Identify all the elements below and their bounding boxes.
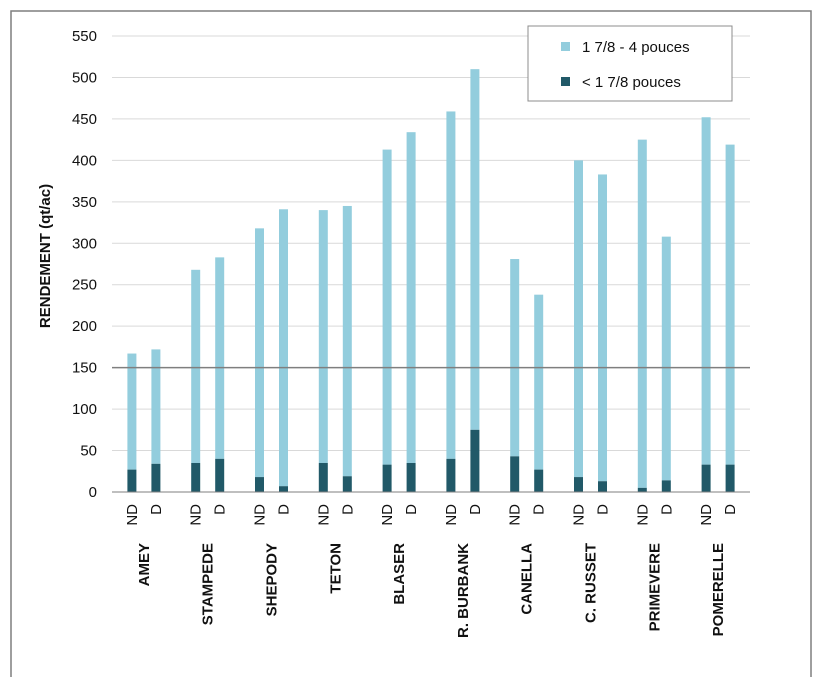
bar-segment-1-7-8-4 [255,228,264,478]
bar-segment-lt-1-7-8 [382,464,392,492]
bar-segment-lt-1-7-8 [534,469,544,492]
bar-segment-1-7-8-4 [470,69,480,430]
y-tick-label: 500 [72,69,97,86]
bar-segment-1-7-8-4 [598,174,607,482]
bar-segment-lt-1-7-8 [446,458,456,492]
bar-segment-lt-1-7-8 [215,458,225,492]
category-label: R. BURBANK [455,543,472,638]
legend-label-light: 1 7/8 - 4 pouces [582,39,690,56]
category-label: SHEPODY [264,543,281,616]
y-tick-label: 150 [72,360,97,377]
bar-sublabel: ND [379,504,396,526]
bar-segment-1-7-8-4 [279,209,288,487]
bar-sublabel: D [212,504,229,515]
category-label: BLASER [391,543,408,605]
bar-segment-1-7-8-4 [701,117,711,465]
bar-segment-lt-1-7-8 [574,477,583,492]
bar-segment-1-7-8-4 [510,259,520,457]
bars [127,69,735,492]
bar-sublabel: D [403,504,420,515]
bar-segment-1-7-8-4 [725,144,735,465]
y-tick-label: 250 [72,277,97,294]
bar-segment-lt-1-7-8 [342,476,352,492]
bar-sublabel: ND [188,504,205,526]
legend: 1 7/8 - 4 pouces < 1 7/8 pouces [527,25,733,102]
bar-segment-lt-1-7-8 [661,480,671,492]
legend-swatch-light [561,42,570,51]
category-label: C. RUSSET [583,543,600,623]
bar-segment-1-7-8-4 [534,294,544,470]
y-tick-label: 50 [80,443,97,460]
bar-segment-lt-1-7-8 [510,456,520,492]
bar-segment-1-7-8-4 [446,111,456,459]
category-label: STAMPEDE [200,543,217,625]
y-tick-label: 550 [72,28,97,45]
bar-sublabel: ND [443,504,460,526]
bar-segment-lt-1-7-8 [470,429,480,492]
y-tick-label: 0 [89,484,97,501]
bar-sublabel: D [339,504,356,515]
bar-segment-1-7-8-4 [151,349,161,464]
y-tick-label: 300 [72,235,97,252]
y-axis-title: RENDEMENT (qt/ac) [37,184,54,328]
bar-segment-1-7-8-4 [127,353,137,470]
bar-segment-1-7-8-4 [637,139,647,488]
category-labels: AMEY STAMPEDE SHEPODY TETON BLASER R. BURBANK… [136,543,727,638]
bar-segment-lt-1-7-8 [127,469,137,492]
bar-segment-lt-1-7-8 [406,462,416,492]
y-tick-label: 200 [72,318,97,335]
bar-segment-1-7-8-4 [661,236,671,481]
bar-sublabel: ND [252,504,269,526]
bar-sublabel: D [658,504,675,515]
bar-segment-lt-1-7-8 [255,477,264,492]
bar-segment-lt-1-7-8 [191,462,201,492]
bar-sublabel: ND [124,504,141,526]
y-tick-label: 100 [72,401,97,418]
category-label: CANELLA [519,543,536,615]
bar-segment-lt-1-7-8 [725,464,735,492]
bar-sublabel: D [276,504,293,515]
bar-sublabel: ND [507,504,524,526]
category-label: TETON [327,543,344,594]
bar-segment-1-7-8-4 [318,210,328,463]
legend-swatch-dark [561,77,570,86]
category-label: PRIMEVERE [646,543,663,631]
legend-box [527,25,733,102]
bar-segment-1-7-8-4 [342,205,352,477]
bar-segment-lt-1-7-8 [318,462,328,492]
bar-segment-1-7-8-4 [215,257,225,459]
bar-sublabel: ND [698,504,715,526]
bar-segment-1-7-8-4 [574,160,583,478]
bar-sublabel: ND [315,504,332,526]
bar-segment-lt-1-7-8 [637,487,647,492]
bar-segment-lt-1-7-8 [598,481,607,492]
y-tick-label: 450 [72,111,97,128]
y-tick-labels: 0 50 100 150 200 250 300 350 400 450 500 550 [72,28,97,501]
bar-segment-1-7-8-4 [191,269,201,463]
category-label: POMERELLE [710,543,727,636]
bar-segment-1-7-8-4 [382,149,392,465]
bar-sublabel: ND [571,504,588,526]
bar-sublabel: D [467,504,484,515]
bar-sublabel: D [148,504,165,515]
bar-sublabel: D [531,504,548,515]
y-tick-label: 400 [72,152,97,169]
bar-segment-lt-1-7-8 [279,486,288,492]
bar-sublabel: D [595,504,612,515]
bar-segment-1-7-8-4 [406,132,416,463]
y-tick-label: 350 [72,194,97,211]
bar-segment-lt-1-7-8 [701,464,711,492]
bar-sublabel: ND [634,504,651,526]
bar-sublabel: D [722,504,739,515]
bar-segment-lt-1-7-8 [151,463,161,492]
legend-label-dark: < 1 7/8 pouces [582,74,681,91]
category-label: AMEY [136,543,153,586]
bar-sublabels: ND D ND D ND D ND D ND D ND D ND D ND D ND D ND D [124,504,739,526]
